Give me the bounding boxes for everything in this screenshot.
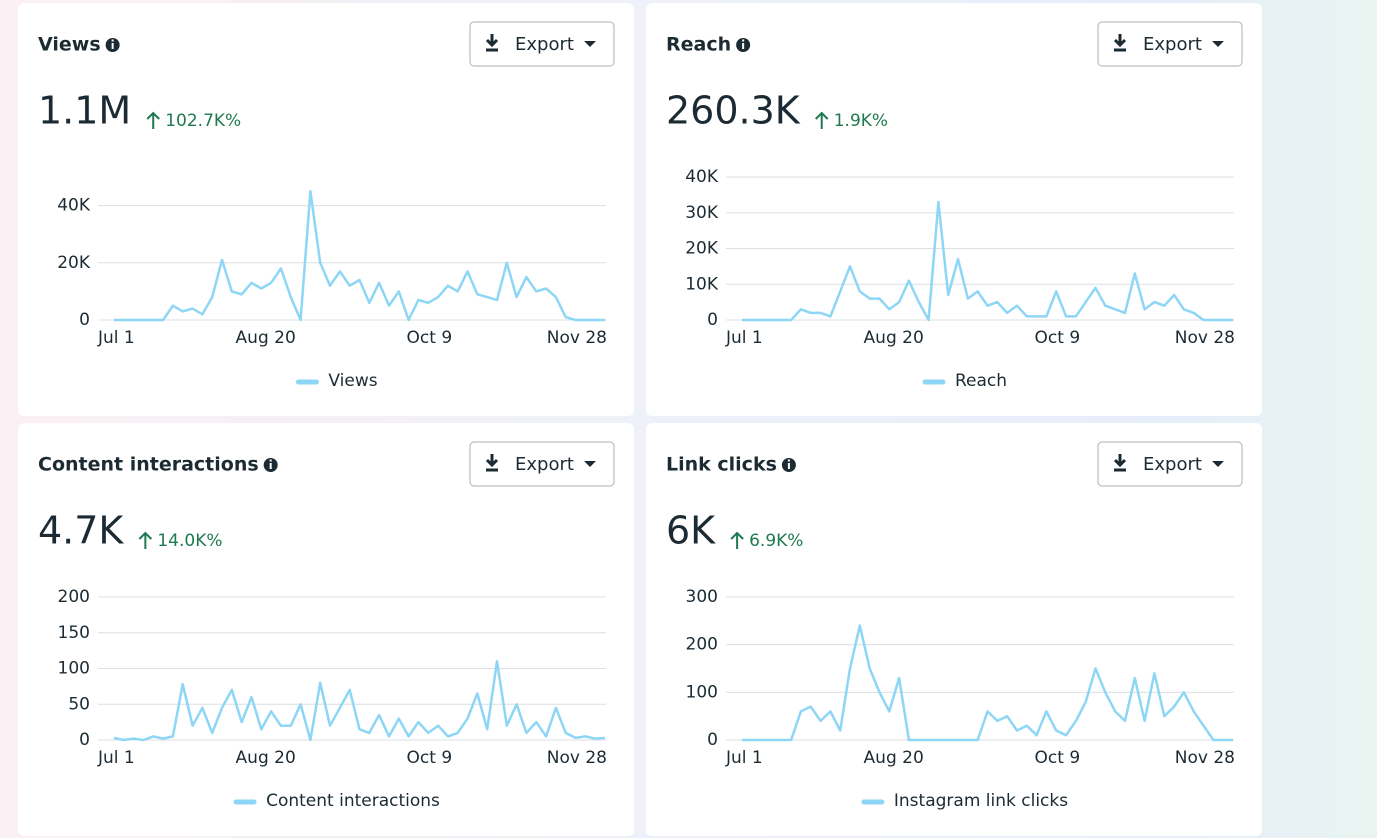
- y-tick-label: 0: [707, 310, 718, 330]
- download-icon: [485, 454, 499, 472]
- y-tick-label: 10K: [685, 274, 719, 294]
- y-tick-label: 200: [686, 635, 718, 655]
- up-arrow: [146, 111, 160, 129]
- dropdown-caret: [584, 41, 596, 47]
- up-arrow: [815, 111, 829, 129]
- x-tick-label: Oct 9: [1035, 748, 1081, 768]
- export-button-frame: [1097, 441, 1243, 487]
- x-tick-label: Jul 1: [97, 748, 135, 768]
- download-icon: [1113, 34, 1127, 52]
- series-line: [742, 200, 1233, 322]
- series-line: [113, 660, 606, 742]
- legend-label[interactable]: Content interactions: [266, 791, 440, 811]
- up-arrow: [730, 531, 744, 549]
- dropdown-caret: [584, 461, 596, 467]
- card-title: Link clicks: [666, 454, 777, 476]
- y-tick-label: 20K: [685, 239, 719, 259]
- headline-value: 1.1M: [38, 89, 131, 133]
- info-icon-glyph: [742, 43, 745, 49]
- export-label: Export: [1143, 34, 1202, 55]
- info-icon-dot: [111, 39, 114, 42]
- export-button[interactable]: Export: [1097, 21, 1243, 67]
- card: Link clicks Export 6K 6.9K% 0 100 200 300 Jul 1 A…: [646, 423, 1262, 836]
- x-tick-label: Nov 28: [547, 328, 607, 348]
- card-background: [646, 423, 1262, 836]
- download-icon: [485, 34, 499, 52]
- series-line: [114, 190, 605, 322]
- card-title: Reach: [666, 34, 731, 56]
- card-background: [646, 3, 1262, 416]
- export-label: Export: [1143, 454, 1202, 475]
- y-tick-label: 300: [686, 587, 718, 607]
- card: Reach Export 260.3K 1.9K% 0 10K 20K 30K 40K Jul 1…: [646, 3, 1262, 416]
- info-icon-glyph: [269, 463, 272, 469]
- x-tick-label: Aug 20: [864, 328, 924, 348]
- y-tick-label: 50: [68, 694, 90, 714]
- y-tick-label: 0: [79, 310, 90, 330]
- headline-value: 260.3K: [666, 89, 801, 133]
- change-percent: 6.9K%: [749, 531, 803, 551]
- info-icon-glyph: [787, 463, 790, 469]
- x-tick-label: Aug 20: [864, 748, 924, 768]
- change-percent: 102.7K%: [165, 111, 241, 131]
- dropdown-caret: [1212, 461, 1224, 467]
- x-tick-label: Aug 20: [236, 328, 296, 348]
- x-tick-label: Aug 20: [236, 748, 296, 768]
- y-tick-label: 100: [58, 659, 90, 679]
- export-label: Export: [515, 34, 574, 55]
- headline-value: 6K: [666, 509, 716, 553]
- dropdown-caret: [1212, 41, 1224, 47]
- x-tick-label: Nov 28: [1175, 748, 1235, 768]
- export-label: Export: [515, 454, 574, 475]
- y-tick-label: 20K: [57, 253, 91, 273]
- change-percent: 14.0K%: [157, 531, 222, 551]
- legend-label[interactable]: Views: [328, 371, 377, 391]
- export-button-frame: [469, 441, 615, 487]
- export-button[interactable]: Export: [469, 21, 615, 67]
- export-button[interactable]: Export: [1097, 441, 1243, 487]
- y-tick-label: 150: [58, 623, 90, 643]
- info-icon-dot: [269, 459, 272, 462]
- export-button[interactable]: Export: [469, 441, 615, 487]
- export-button-frame: [469, 21, 615, 67]
- y-tick-label: 0: [79, 730, 90, 750]
- y-tick-label: 40K: [57, 196, 91, 216]
- export-button-frame: [1097, 21, 1243, 67]
- up-arrow: [138, 531, 153, 549]
- card: Views Export 1.1M 102.7K% 0 20K 40K Jul 1 Aug 20…: [18, 3, 634, 416]
- legend-label[interactable]: Instagram link clicks: [894, 791, 1068, 811]
- info-icon-glyph: [111, 43, 114, 49]
- x-tick-label: Oct 9: [1035, 328, 1081, 348]
- y-tick-label: 100: [686, 682, 718, 702]
- x-tick-label: Jul 1: [725, 748, 763, 768]
- x-tick-label: Jul 1: [97, 328, 135, 348]
- x-tick-label: Nov 28: [547, 748, 607, 768]
- card-title: Views: [38, 34, 101, 56]
- download-icon: [1113, 454, 1127, 472]
- y-tick-label: 40K: [685, 167, 719, 187]
- x-tick-label: Oct 9: [407, 328, 453, 348]
- x-tick-label: Jul 1: [725, 328, 763, 348]
- card-title: Content interactions: [38, 454, 259, 476]
- x-tick-label: Nov 28: [1175, 328, 1235, 348]
- card: Content interactions Export 4.7K 14.0K% 0 50 1…: [18, 423, 634, 836]
- info-icon-dot: [742, 39, 745, 42]
- y-tick-label: 0: [707, 730, 718, 750]
- y-tick-label: 200: [58, 587, 90, 607]
- card-background: [18, 3, 634, 416]
- headline-value: 4.7K: [38, 509, 124, 553]
- series-line: [742, 624, 1233, 742]
- x-tick-label: Oct 9: [407, 748, 453, 768]
- card-background: [18, 423, 634, 836]
- y-tick-label: 30K: [685, 203, 719, 223]
- legend-label[interactable]: Reach: [955, 371, 1007, 391]
- change-percent: 1.9K%: [834, 111, 888, 131]
- info-icon-dot: [787, 459, 790, 462]
